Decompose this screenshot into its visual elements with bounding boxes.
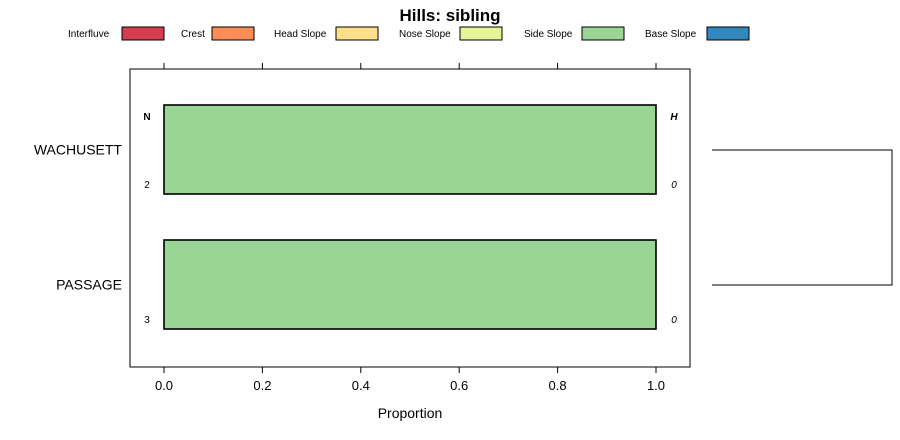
x-tick-label: 0.8	[549, 378, 567, 393]
chart-title: Hills: sibling	[399, 6, 500, 25]
bars	[163, 104, 657, 330]
category-label-wachusett: WACHUSETT	[34, 142, 123, 158]
legend-label-crest: Crest	[181, 29, 205, 40]
legend-label-head-slope: Head Slope	[274, 29, 327, 40]
n-value: 3	[144, 315, 150, 326]
dendrogram	[712, 149, 893, 286]
h-header: H	[670, 112, 678, 123]
n-header: N	[143, 112, 150, 123]
x-tick-label: 0.6	[450, 378, 468, 393]
bar-outline-wachusett	[163, 104, 657, 195]
x-axis: 0.0 0.2 0.4 0.6 0.8 1.0	[155, 63, 665, 393]
category-label-passage: PASSAGE	[56, 277, 122, 293]
legend-swatch-head-slope	[335, 26, 379, 41]
bar-segment-wachusett-side-slope	[164, 105, 656, 194]
n-value: 2	[144, 180, 150, 191]
x-tick-label: 0.0	[155, 378, 173, 393]
plot-frame	[129, 68, 691, 368]
legend: Interfluve Crest Head Slope Nose Slope Side …	[68, 26, 750, 41]
legend-swatch-side-slope	[581, 26, 625, 41]
bar-outline-passage	[163, 239, 657, 330]
legend-label-base-slope: Base Slope	[645, 29, 697, 40]
legend-swatch-nose-slope	[459, 26, 503, 41]
legend-label-side-slope: Side Slope	[524, 29, 573, 40]
legend-swatch-interfluve	[121, 26, 165, 41]
bar-segment-passage-side-slope	[164, 240, 656, 329]
x-tick-label: 0.2	[253, 378, 271, 393]
legend-label-interfluve: Interfluve	[68, 29, 110, 40]
legend-swatch-crest	[211, 26, 255, 41]
h-value: 0	[671, 180, 677, 191]
annotations: N H 2 3 0 0	[143, 112, 678, 326]
legend-label-nose-slope: Nose Slope	[399, 29, 451, 40]
x-tick-label: 0.4	[352, 378, 370, 393]
category-labels: WACHUSETT PASSAGE	[34, 142, 123, 293]
x-axis-label: Proportion	[378, 405, 443, 421]
legend-swatch-base-slope	[706, 26, 750, 41]
h-value: 0	[671, 315, 677, 326]
x-tick-label: 1.0	[647, 378, 665, 393]
